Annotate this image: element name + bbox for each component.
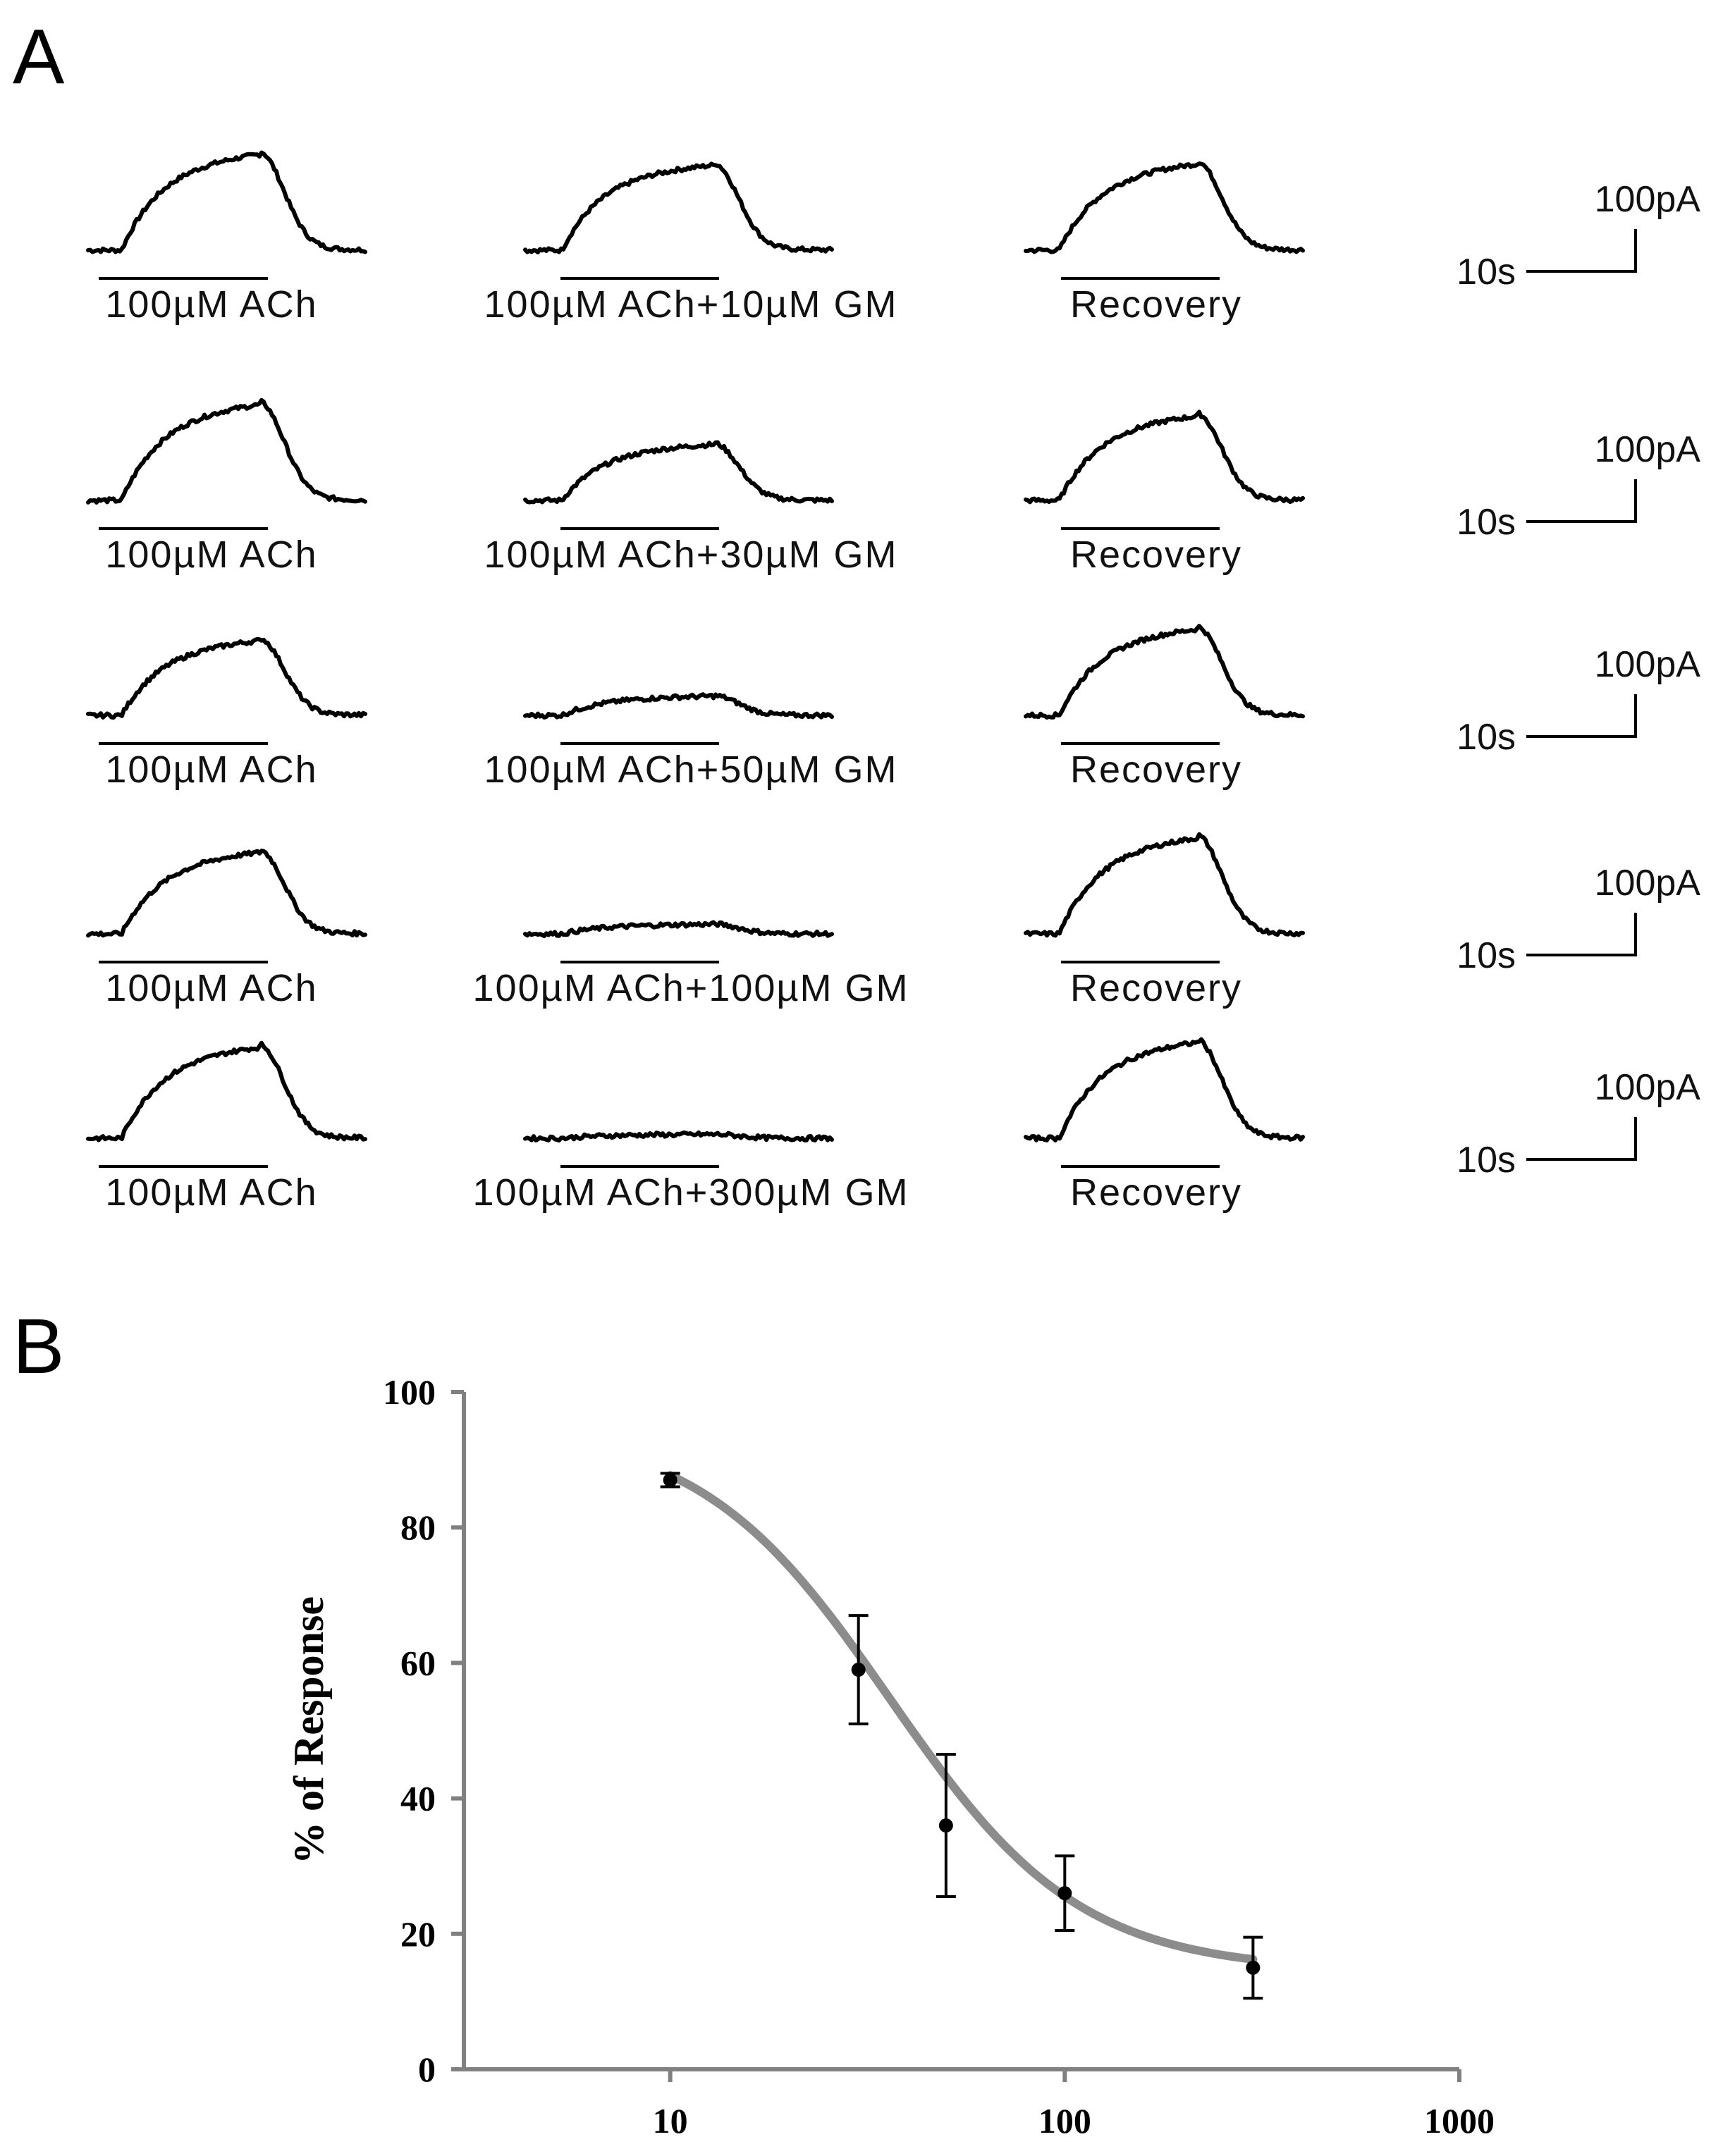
current-trace-treatment (523, 440, 834, 505)
panel-b-chart: % of Response 0 20 40 60 80 100 10 100 1000 (286, 1372, 1495, 2140)
data-point (663, 1472, 677, 1487)
y-tick-label: 100 (383, 1372, 436, 1412)
panel-a-traces: 100µM ACh 100µM ACh+10µM GM Recovery 100pA 1… (86, 150, 1701, 1214)
fit-curve (666, 1471, 1258, 1964)
x-tick-label: 1000 (1424, 2101, 1495, 2140)
panel-b-letter: B (13, 1303, 64, 1390)
y-tick-label: 20 (400, 1914, 436, 1954)
current-trace-control (86, 398, 367, 505)
scale-bar (1526, 1117, 1637, 1161)
condition-label-treatment: 100µM ACh+100µM GM (473, 967, 909, 1009)
x-ticks: 10 100 1000 (653, 2069, 1495, 2140)
scale-time-label: 10s (1457, 717, 1516, 758)
condition-label-control: 100µM ACh (105, 749, 317, 791)
condition-label-treatment: 100µM ACh+300µM GM (473, 1171, 909, 1214)
scale-time-label: 10s (1457, 502, 1516, 543)
current-trace-recovery (1024, 409, 1305, 505)
scale-time-label: 10s (1457, 935, 1516, 976)
condition-label-control: 100µM ACh (105, 534, 317, 576)
y-ticks: 0 20 40 60 80 100 (383, 1372, 464, 2089)
current-trace-control (86, 849, 367, 938)
data-point (851, 1663, 866, 1677)
current-trace-treatment (523, 692, 834, 720)
current-trace-recovery (1024, 832, 1305, 938)
scale-bar (1526, 229, 1637, 273)
current-trace-treatment (523, 920, 834, 938)
scale-bar (1526, 913, 1637, 956)
condition-label-control: 100µM ACh (105, 1171, 317, 1214)
current-trace-recovery (1024, 624, 1305, 720)
current-trace-control (86, 1040, 367, 1142)
y-tick-label: 40 (400, 1779, 436, 1818)
condition-label-control: 100µM ACh (105, 283, 317, 326)
current-trace-treatment (523, 161, 834, 254)
data-points (660, 1472, 1263, 2000)
y-tick-label: 60 (400, 1643, 436, 1682)
y-axis-label: % of Response (286, 1596, 332, 1864)
x-tick-label: 10 (653, 2101, 688, 2140)
current-trace-recovery (1024, 1037, 1305, 1142)
scale-current-label: 100pA (1595, 863, 1701, 904)
fit-curve-group (666, 1471, 1258, 1964)
current-trace-control (86, 636, 367, 720)
condition-label-recovery: Recovery (1070, 967, 1242, 1009)
condition-label-recovery: Recovery (1070, 534, 1242, 576)
current-trace-control (86, 150, 367, 254)
scale-time-label: 10s (1457, 252, 1516, 292)
current-trace-recovery (1024, 161, 1305, 254)
scale-current-label: 100pA (1595, 1067, 1701, 1108)
scale-bar (1526, 479, 1637, 523)
data-point (1057, 1886, 1072, 1901)
data-point (1246, 1960, 1261, 1975)
scale-current-label: 100pA (1595, 644, 1701, 685)
current-trace-treatment (523, 1130, 834, 1142)
data-point (938, 1818, 953, 1833)
condition-label-control: 100µM ACh (105, 967, 317, 1009)
condition-label-recovery: Recovery (1070, 283, 1242, 326)
scale-bar (1526, 694, 1637, 738)
condition-label-treatment: 100µM ACh+50µM GM (484, 749, 898, 791)
scale-current-label: 100pA (1595, 429, 1701, 470)
y-tick-label: 80 (400, 1508, 436, 1547)
condition-label-treatment: 100µM ACh+30µM GM (484, 534, 898, 576)
x-tick-label: 100 (1038, 2101, 1091, 2140)
panel-a-letter: A (13, 13, 65, 100)
condition-label-recovery: Recovery (1070, 1171, 1242, 1214)
scale-current-label: 100pA (1595, 179, 1701, 220)
scale-time-label: 10s (1457, 1140, 1516, 1181)
y-tick-label: 0 (418, 2050, 436, 2089)
condition-label-treatment: 100µM ACh+10µM GM (484, 283, 898, 326)
condition-label-recovery: Recovery (1070, 749, 1242, 791)
